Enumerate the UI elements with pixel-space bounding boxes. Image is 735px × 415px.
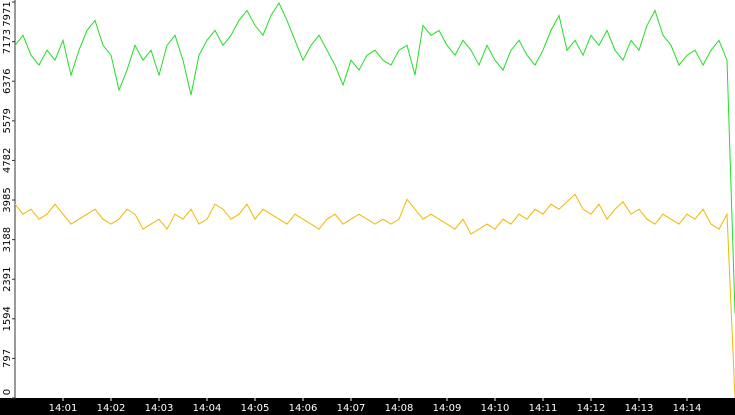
x-tick-label: 14:12 xyxy=(577,403,606,414)
y-tick-label: 797 xyxy=(2,349,13,368)
y-tick-label: 3188 xyxy=(2,227,13,252)
x-tick-label: 14:10 xyxy=(481,403,510,414)
x-tick-label: 14:07 xyxy=(337,403,366,414)
x-tick-label: 14:09 xyxy=(433,403,462,414)
y-tick-label: 5579 xyxy=(2,108,13,133)
y-tick-label: 2391 xyxy=(2,266,13,291)
series-line xyxy=(14,193,735,399)
x-tick-label: 14:04 xyxy=(193,403,222,414)
y-tick-label: 7971 xyxy=(2,1,13,26)
x-tick-label: 14:05 xyxy=(241,403,270,414)
x-tick-label: 14:14 xyxy=(673,403,702,414)
x-tick-label: 14:03 xyxy=(145,403,174,414)
x-axis-bar xyxy=(0,398,735,415)
y-tick-label: 3985 xyxy=(2,187,13,212)
y-tick-label: 6376 xyxy=(2,69,13,94)
y-tick-label: 7173 xyxy=(2,29,13,54)
x-tick-label: 14:08 xyxy=(385,403,414,414)
series-line xyxy=(14,1,735,314)
x-tick-label: 14:02 xyxy=(97,403,126,414)
y-tick-label: 0 xyxy=(2,389,13,395)
x-tick-label: 14:01 xyxy=(49,403,78,414)
x-tick-label: 14:06 xyxy=(289,403,318,414)
x-tick-label: 14:11 xyxy=(529,403,558,414)
y-tick-label: 4782 xyxy=(2,148,13,173)
y-tick-label: 1594 xyxy=(2,306,13,331)
x-tick-label: 14:13 xyxy=(625,403,654,414)
